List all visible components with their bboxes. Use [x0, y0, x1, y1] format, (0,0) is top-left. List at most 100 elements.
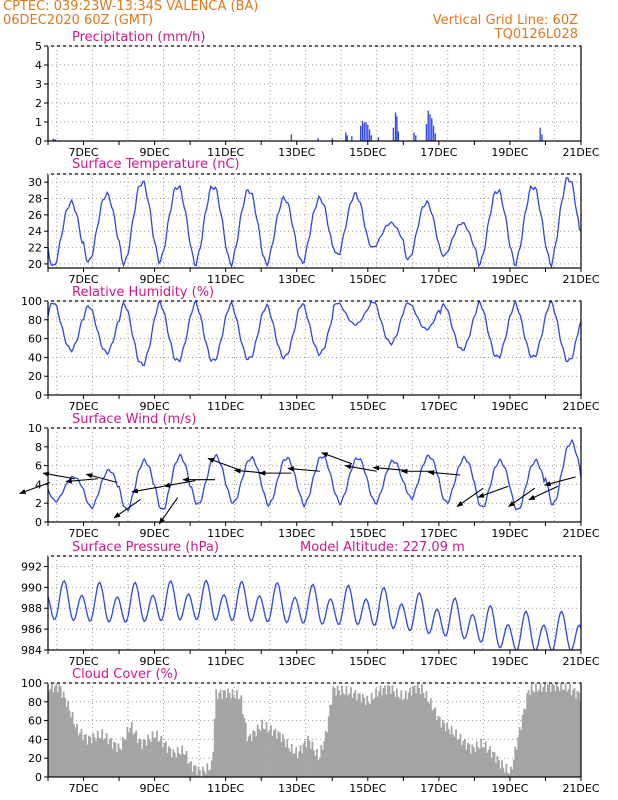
cloud-bar-266 — [441, 719, 444, 777]
wind-vector-18 — [456, 487, 484, 507]
plot-wind — [48, 438, 581, 512]
cloud-bar-275 — [455, 729, 457, 777]
cloud-bar-199 — [342, 693, 345, 777]
cloud-bar-359 — [579, 701, 581, 777]
cloud-bar-247 — [413, 685, 416, 777]
cloud-bar-258 — [429, 698, 432, 777]
cloud-bar-89 — [179, 755, 182, 777]
cloud-bar-119 — [224, 690, 226, 777]
cloud-bar-23 — [82, 740, 84, 777]
cloud-bar-44 — [113, 741, 115, 777]
header-grid-note: Vertical Grid Line: 60Z — [433, 13, 578, 28]
tick-label-y-wind-6: 6 — [35, 460, 42, 473]
cloud-bar-42 — [110, 737, 112, 777]
series-line-pres — [48, 579, 581, 650]
date-label-wind-13DEC: 13DEC — [278, 527, 315, 540]
panel-rh: Relative Humidity (%) 0 20 40 60 80 100 7DEC 9DE… — [21, 285, 600, 413]
cloud-bar-286 — [471, 744, 474, 777]
cloud-bar-125 — [233, 696, 235, 777]
cloud-bar-298 — [489, 746, 491, 777]
cloud-bar-66 — [145, 745, 148, 777]
date-label-temp-11DEC: 11DEC — [207, 273, 244, 286]
tick-label-y-pres-984: 984 — [21, 644, 42, 657]
cloud-bar-12 — [65, 706, 68, 777]
cloud-bar-14 — [68, 710, 71, 777]
tick-label-y-rh-80: 80 — [28, 314, 42, 327]
cloud-bar-148 — [267, 732, 269, 777]
date-label-pres-15DEC: 15DEC — [349, 655, 386, 668]
cloud-bar-234 — [394, 697, 397, 777]
cloud-bar-115 — [218, 692, 221, 777]
tick-label-y-precip-1: 1 — [35, 116, 42, 129]
cloud-bar-41 — [108, 739, 111, 777]
cloud-bar-316 — [515, 749, 518, 777]
cloud-bar-192 — [332, 686, 335, 777]
cloud-bar-5 — [55, 683, 58, 777]
cloud-bar-279 — [461, 745, 463, 777]
cloud-bar-357 — [576, 690, 579, 777]
series-line-rh — [48, 301, 581, 367]
wind-vector-3 — [85, 473, 118, 484]
cloud-bar-121 — [227, 688, 229, 777]
cloud-bar-159 — [283, 740, 286, 777]
cloud-bar-204 — [350, 687, 352, 777]
cloud-bar-253 — [422, 693, 425, 777]
cloud-bar-185 — [321, 749, 324, 777]
cloud-bar-128 — [237, 699, 240, 777]
cloud-bar-76 — [160, 735, 163, 777]
tick-label-y-pres-992: 992 — [21, 560, 42, 573]
cloud-bar-233 — [392, 691, 395, 777]
precip-bar-10 — [363, 122, 365, 141]
cloud-bar-289 — [475, 741, 478, 777]
precip-bar-22 — [425, 123, 428, 141]
cloud-bar-74 — [157, 741, 160, 777]
cloud-bar-341 — [552, 684, 555, 777]
date-label-precip-11DEC: 11DEC — [207, 146, 244, 159]
cloud-bar-175 — [307, 735, 309, 777]
date-label-temp-13DEC: 13DEC — [278, 273, 315, 286]
cloud-bar-319 — [520, 730, 523, 777]
cloud-bar-129 — [238, 698, 241, 777]
cloud-bar-217 — [369, 704, 372, 777]
cloud-bar-318 — [518, 727, 521, 777]
cloud-bar-152 — [273, 730, 275, 777]
cloud-bar-297 — [487, 749, 490, 777]
cloud-bar-33 — [96, 730, 99, 777]
precip-bar-28 — [539, 127, 541, 141]
cloud-bar-7 — [58, 684, 61, 777]
cloud-bar-22 — [80, 728, 83, 777]
cloud-bar-10 — [62, 691, 65, 777]
cloud-bar-195 — [336, 685, 339, 777]
cloud-bar-346 — [560, 683, 563, 777]
cloud-bar-24 — [83, 734, 86, 777]
cloud-bar-2 — [50, 683, 53, 777]
cloud-bar-155 — [277, 730, 280, 777]
cloud-bar-141 — [256, 724, 259, 777]
cloud-bar-273 — [452, 734, 454, 777]
precip-bar-27 — [434, 133, 436, 141]
cloud-bar-213 — [363, 697, 366, 777]
cloud-bar-69 — [150, 741, 152, 777]
cloud-bar-147 — [265, 722, 268, 777]
cloud-bar-96 — [190, 761, 192, 777]
tick-label-y-wind-10: 10 — [28, 422, 42, 435]
cloud-bar-25 — [85, 734, 87, 777]
cloud-bar-131 — [241, 714, 244, 777]
cloud-bar-154 — [276, 738, 278, 777]
cloud-bar-135 — [247, 736, 250, 777]
precip-bar-5 — [345, 132, 347, 141]
wind-vector-19 — [477, 485, 509, 498]
date-label-wind-11DEC: 11DEC — [207, 527, 244, 540]
cloud-bar-218 — [370, 693, 373, 777]
cloud-bar-295 — [484, 741, 487, 777]
cloud-bar-249 — [416, 684, 419, 777]
date-label-cloud-19DEC: 19DEC — [491, 782, 528, 795]
cloud-bar-164 — [290, 743, 293, 777]
cloud-bar-27 — [87, 735, 90, 777]
wind-vector-21 — [528, 485, 559, 501]
cloud-bar-82 — [169, 748, 172, 777]
cloud-bar-179 — [313, 750, 315, 777]
cloud-bar-71 — [153, 737, 155, 777]
cloud-bar-227 — [384, 685, 386, 777]
cloud-bar-99 — [194, 765, 197, 777]
